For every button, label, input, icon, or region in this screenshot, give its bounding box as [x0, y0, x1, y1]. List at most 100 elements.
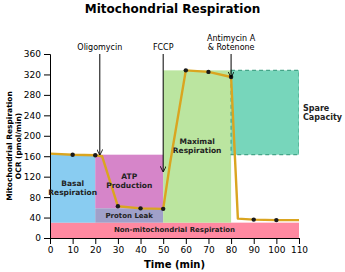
- tick: 0: [48, 238, 54, 255]
- point: [184, 68, 188, 72]
- tick-mark: [44, 156, 50, 157]
- region: [95, 155, 163, 209]
- text-line: Proton Leak: [105, 211, 153, 219]
- tick-label: 50: [158, 245, 170, 255]
- point: [206, 70, 210, 74]
- tick-label: 60: [181, 245, 193, 255]
- tick-label: 240: [24, 111, 41, 121]
- tick: 80: [30, 192, 50, 202]
- tick-label: 80: [30, 192, 42, 202]
- tick: 10: [67, 238, 79, 255]
- tick-mark: [254, 238, 255, 244]
- text-line: & Rotenone: [208, 43, 255, 52]
- tick-mark: [44, 136, 50, 137]
- tick: 40: [30, 213, 50, 223]
- tick: 120: [24, 172, 50, 182]
- injection-label: FCCP: [153, 43, 174, 52]
- tick-mark: [44, 238, 50, 239]
- region: [231, 70, 299, 154]
- point: [116, 204, 120, 208]
- injection-arrow: [99, 54, 100, 155]
- tick: 110: [291, 238, 308, 255]
- tick-label: 320: [24, 70, 41, 80]
- tick: 90: [249, 238, 261, 255]
- text-line: Oligomycin: [77, 43, 122, 52]
- tick-label: 360: [24, 49, 41, 59]
- text-line: Capacity: [303, 113, 343, 122]
- tick-mark: [163, 238, 164, 244]
- injection-arrow: [163, 54, 164, 172]
- tick: 40: [135, 238, 147, 255]
- tick-label: 160: [24, 152, 41, 162]
- tick-mark: [95, 238, 96, 244]
- region-label: BasalRespiration: [48, 179, 97, 197]
- x-axis: 0 10 20 30 40 50 60 70 80 90 100 110: [48, 238, 309, 255]
- y-axis-title: Mitochondrial RespirationOCR (pmol/min): [5, 91, 23, 201]
- tick: 50: [158, 238, 170, 255]
- tick-label: 200: [24, 131, 41, 141]
- tick-mark: [44, 177, 50, 178]
- text-line: Non-mitochondrial Respiration: [114, 226, 235, 234]
- marks: [50, 68, 299, 238]
- text-line: Respiration: [48, 188, 97, 197]
- tick-mark: [44, 54, 50, 55]
- region: [50, 223, 299, 238]
- plot: 0 10 20 30 40 50 60 70 80 90 100 110 0 40 80 120 160 200 2…: [24, 34, 343, 256]
- point: [93, 153, 97, 157]
- chart: 0 10 20 30 40 50 60 70 80 90 100 110 0 40 80 120 160 200 2…: [0, 0, 345, 272]
- tick: 240: [24, 111, 50, 121]
- tick-mark: [186, 238, 187, 244]
- injection-label: Oligomycin: [77, 43, 122, 52]
- tick-label: 100: [268, 245, 285, 255]
- tick: 280: [24, 90, 50, 100]
- region-label: ATPProduction: [106, 172, 152, 190]
- tick-mark: [208, 238, 209, 244]
- point: [138, 206, 142, 210]
- tick-mark: [299, 238, 300, 244]
- axis-line: [51, 239, 300, 245]
- tick-label: 90: [249, 245, 261, 255]
- injection-arrow: [231, 54, 232, 77]
- region-label: MaximalRespiration: [173, 137, 222, 155]
- tick: 360: [24, 49, 50, 59]
- injection-label: Antimycin A& Rotenone: [207, 34, 256, 52]
- point: [161, 207, 165, 211]
- tick-mark: [44, 74, 50, 75]
- text-line: Antimycin A: [207, 34, 256, 43]
- tick: 0: [35, 233, 50, 243]
- y-axis: 0 40 80 120 160 200 240 280 320 360: [24, 49, 51, 243]
- tick-label: 280: [24, 90, 41, 100]
- tick-mark: [118, 238, 119, 244]
- axis-line: [44, 55, 51, 239]
- tick-label: 20: [90, 245, 102, 255]
- region-label: Proton Leak: [105, 211, 153, 219]
- tick-mark: [44, 197, 50, 198]
- region-labels: Non-mitochondrial Respiration BasalRespir…: [48, 103, 342, 234]
- tick-label: 0: [35, 233, 41, 243]
- tick-label: 0: [48, 245, 54, 255]
- text-line: Respiration: [173, 146, 222, 155]
- tick: 100: [268, 238, 285, 255]
- tick-label: 30: [113, 245, 125, 255]
- title: Mitochondrial Respiration: [85, 2, 260, 16]
- tick: 20: [90, 238, 102, 255]
- point: [274, 218, 278, 222]
- annotations: Oligomycin FCCP Antimycin A& Rotenone: [77, 34, 255, 172]
- x-axis-title: Time (min): [144, 259, 205, 270]
- region-label: SpareCapacity: [303, 103, 343, 121]
- region-label: Non-mitochondrial Respiration: [114, 226, 235, 234]
- region: [163, 70, 231, 222]
- tick-mark: [231, 238, 232, 244]
- text-line: Production: [106, 181, 152, 190]
- tick-mark: [44, 218, 50, 219]
- point: [252, 217, 256, 221]
- tick-label: 80: [226, 245, 238, 255]
- text-line: FCCP: [153, 43, 174, 52]
- region: [95, 208, 163, 222]
- tick-mark: [44, 95, 50, 96]
- tick-mark: [141, 238, 142, 244]
- tick-mark: [276, 238, 277, 244]
- text-line: Mitochondrial Respiration: [5, 91, 14, 201]
- tick: 30: [113, 238, 125, 255]
- tick: 70: [203, 238, 215, 255]
